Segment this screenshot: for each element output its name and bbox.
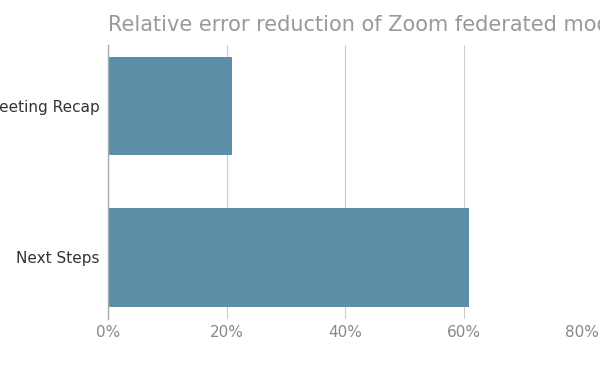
- Bar: [108, 208, 469, 306]
- Bar: [108, 57, 232, 155]
- Text: Relative error reduction of Zoom federated model over GPT-4: Relative error reduction of Zoom federat…: [108, 14, 600, 35]
